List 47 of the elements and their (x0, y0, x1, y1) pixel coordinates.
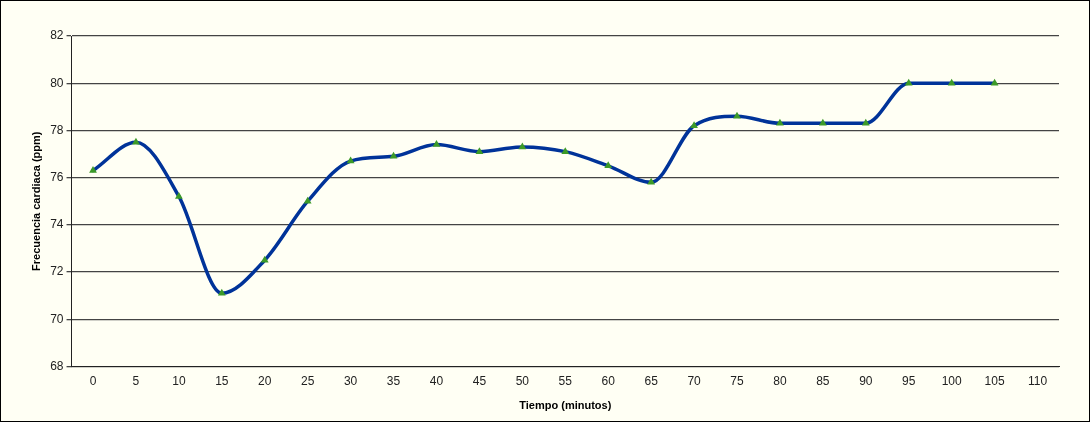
point (647, 177, 656, 185)
point (818, 118, 827, 126)
x-tick-label: 50 (515, 373, 530, 388)
x-tick-label: 105 (984, 373, 1005, 388)
point (861, 118, 870, 126)
x-tick-label: 95 (902, 373, 916, 388)
x-tick-label: 90 (859, 373, 873, 388)
point (475, 147, 484, 154)
x-tick-label: 40 (429, 373, 444, 388)
x-tick-label: 5 (132, 373, 140, 388)
y-tick-label: 68 (50, 358, 64, 373)
x-tick-label: 55 (558, 373, 573, 388)
point (389, 151, 398, 159)
x-tick-label: 65 (644, 373, 659, 388)
x-tick-label: 15 (215, 373, 229, 388)
x-tick-label: 20 (258, 373, 272, 388)
point (776, 118, 784, 126)
x-tick-label: 100 (941, 373, 962, 388)
x-tick-label: 60 (601, 373, 616, 388)
x-tick-label: 80 (773, 373, 787, 388)
y-tick-label: 70 (50, 311, 64, 326)
point (561, 147, 570, 154)
point (432, 140, 441, 147)
x-tick-label: 70 (687, 373, 702, 388)
x-tick-label: 0 (89, 373, 97, 388)
point (518, 142, 527, 150)
y-tick-label: 74 (50, 217, 64, 232)
point (604, 161, 613, 169)
point (174, 191, 183, 199)
point (690, 121, 698, 128)
y-tick-label: 82 (50, 28, 64, 43)
x-axis-title: Tiempo (minutos) (519, 399, 612, 412)
x-tick-label: 10 (172, 373, 186, 388)
y-tick-label: 80 (50, 75, 64, 90)
y-tick-label: 76 (50, 169, 64, 184)
x-tick-label: 30 (343, 373, 358, 388)
y-axis-title: Frecuencia cardiaca (ppm) (29, 131, 42, 271)
x-tick-label: 75 (730, 373, 744, 388)
x-tick-label: 25 (301, 373, 315, 388)
x-tick-label: 110 (1027, 373, 1048, 388)
x-tick-label: 35 (386, 373, 401, 388)
x-tick-label: 85 (816, 373, 830, 388)
point (89, 166, 97, 173)
y-tick-label: 78 (50, 122, 64, 137)
y-tick-label: 72 (50, 264, 64, 279)
point (346, 156, 355, 164)
x-tick-label: 45 (472, 373, 487, 388)
